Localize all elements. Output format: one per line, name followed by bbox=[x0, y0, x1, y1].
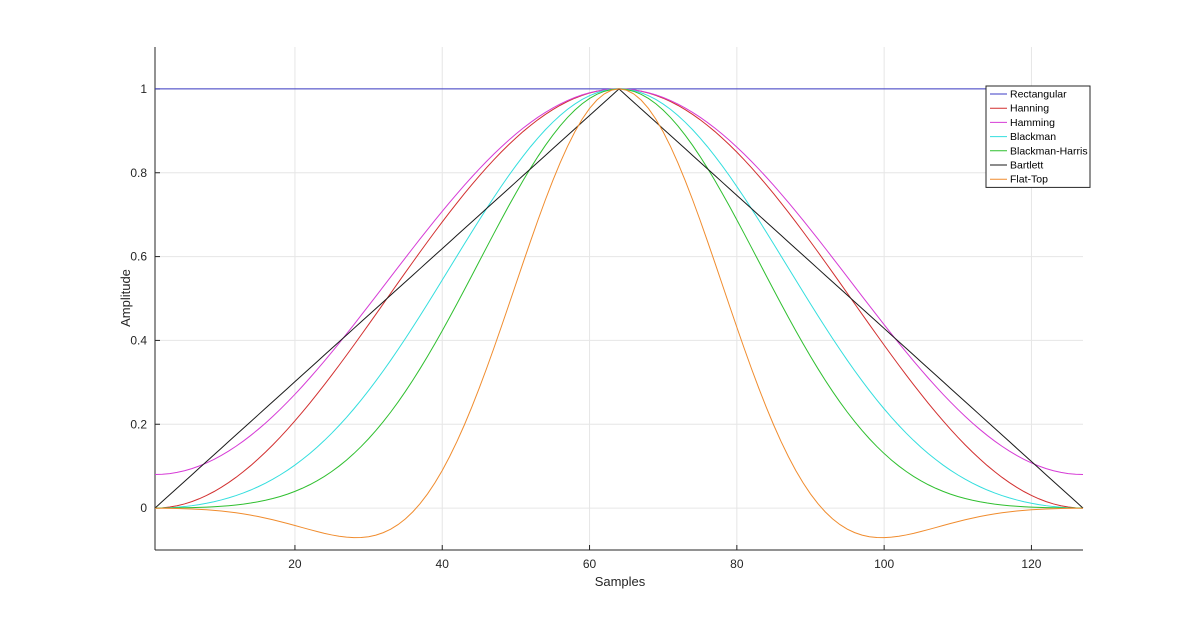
x-tick-label: 80 bbox=[730, 557, 744, 571]
legend-label-blackman: Blackman bbox=[1010, 131, 1056, 143]
x-tick-label: 100 bbox=[874, 557, 894, 571]
tick-labels: 20 40 60 80 100 120 0 0.2 0.4 0.6 0.8 1 bbox=[130, 82, 1041, 571]
y-axis-label: Amplitude bbox=[118, 269, 133, 327]
legend-label-rectangular: Rectangular bbox=[1010, 89, 1067, 101]
series-line-hamming bbox=[154, 88, 1084, 476]
y-tick-label: 0.6 bbox=[130, 250, 147, 264]
y-tick-label: 0.2 bbox=[130, 417, 147, 431]
legend-label-blackman-harris: Blackman-Harris bbox=[1010, 145, 1088, 157]
legend-label-flat-top: Flat-Top bbox=[1010, 174, 1048, 186]
legend-label-bartlett: Bartlett bbox=[1010, 160, 1043, 172]
x-tick-label: 20 bbox=[288, 557, 302, 571]
plot-lines bbox=[154, 88, 1084, 539]
x-axis-label: Samples bbox=[595, 574, 646, 589]
series-line-flat-top bbox=[154, 88, 1084, 539]
y-tick-label: 1 bbox=[140, 82, 147, 96]
y-tick-label: 0.4 bbox=[130, 333, 147, 347]
x-tick-label: 60 bbox=[583, 557, 597, 571]
x-tick-label: 40 bbox=[436, 557, 450, 571]
y-tick-label: 0.8 bbox=[130, 166, 147, 180]
legend-label-hamming: Hamming bbox=[1010, 117, 1055, 129]
x-tick-label: 120 bbox=[1021, 557, 1041, 571]
legend-label-hanning: Hanning bbox=[1010, 103, 1049, 115]
grid bbox=[155, 47, 1083, 550]
series-line-blackman bbox=[154, 88, 1084, 509]
series-line-blackman-harris bbox=[154, 88, 1084, 509]
axes bbox=[154, 47, 1083, 551]
series-line-hanning bbox=[154, 88, 1084, 509]
legend: Rectangular Hanning Hamming Blackman Blackma… bbox=[985, 85, 1091, 188]
y-tick-label: 0 bbox=[140, 501, 147, 515]
series-line-bartlett bbox=[154, 88, 1084, 509]
